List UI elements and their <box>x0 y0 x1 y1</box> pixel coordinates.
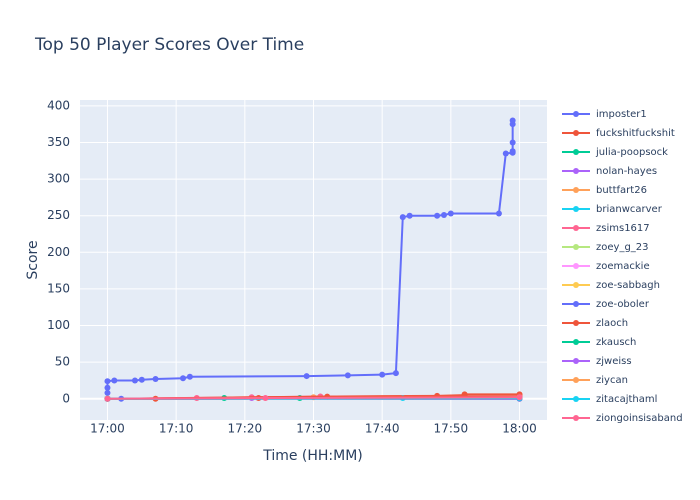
x-tick-label: 17:30 <box>296 422 331 436</box>
data-point <box>516 394 523 401</box>
data-point <box>186 373 193 380</box>
legend-marker <box>573 377 579 383</box>
legend-marker <box>573 149 579 155</box>
data-point <box>104 395 111 402</box>
grid <box>80 100 547 420</box>
data-point <box>104 389 111 396</box>
lines <box>104 117 523 402</box>
y-tick-label: 300 <box>47 172 70 186</box>
legend-label: zoey_g_23 <box>596 242 649 253</box>
legend-marker <box>573 415 579 421</box>
x-axis-label: Time (HH:MM) <box>262 448 363 464</box>
y-tick-label: 50 <box>55 355 70 369</box>
legend-marker <box>573 263 579 269</box>
data-point <box>131 377 138 384</box>
legend-label: zoemackie <box>596 261 650 272</box>
data-point <box>447 210 454 217</box>
y-tick-label: 400 <box>47 98 70 112</box>
legend-marker <box>573 358 579 364</box>
legend-marker <box>573 187 579 193</box>
legend-label: fuckshitfuckshit <box>596 128 675 139</box>
legend-label: ziycan <box>596 375 628 386</box>
x-tick-label: 17:00 <box>90 422 125 436</box>
data-point <box>138 376 145 383</box>
chart-title: Top 50 Player Scores Over Time <box>34 35 304 55</box>
legend-label: zsims1617 <box>596 223 650 234</box>
legend-marker <box>573 130 579 136</box>
x-tick-label: 17:40 <box>365 422 400 436</box>
legend-marker <box>573 168 579 174</box>
x-tick-label: 18:00 <box>502 422 537 436</box>
x-tick-label: 17:20 <box>228 422 263 436</box>
legend-marker <box>573 111 579 117</box>
data-point <box>406 212 413 219</box>
legend: imposter1 fuckshitfuckshit julia-poopsock n… <box>562 109 683 424</box>
x-tick-label: 17:50 <box>434 422 469 436</box>
y-tick-label: 0 <box>62 391 70 405</box>
legend-label: nolan-hayes <box>596 166 657 177</box>
y-tick-label: 250 <box>47 208 70 222</box>
data-point <box>509 148 516 155</box>
legend-marker <box>573 301 579 307</box>
legend-label: zoe-sabbagh <box>596 280 660 291</box>
data-point <box>509 117 516 124</box>
legend-label: brianwcarver <box>596 204 663 215</box>
y-axis-label: Score <box>25 240 41 279</box>
data-point <box>399 214 406 221</box>
legend-label: zlaoch <box>596 318 628 329</box>
legend-marker <box>573 396 579 402</box>
data-point <box>434 212 441 219</box>
legend-label: julia-poopsock <box>595 147 668 158</box>
data-point <box>104 384 111 391</box>
legend-label: zjweiss <box>596 356 632 367</box>
data-point <box>111 377 118 384</box>
legend-marker <box>573 206 579 212</box>
y-tick-label: 200 <box>47 245 70 259</box>
legend-marker <box>573 339 579 345</box>
legend-marker <box>573 225 579 231</box>
legend-label: zitacajthaml <box>596 394 657 405</box>
data-point <box>180 375 187 382</box>
data-point <box>262 395 269 402</box>
legend-marker <box>573 320 579 326</box>
legend-label: imposter1 <box>596 109 647 120</box>
legend-label: zoe-oboler <box>596 299 650 310</box>
legend-label: buttfart26 <box>596 185 647 196</box>
x-tick-label: 17:10 <box>159 422 194 436</box>
data-point <box>502 150 509 157</box>
y-tick-label: 150 <box>47 281 70 295</box>
data-point <box>152 375 159 382</box>
data-point <box>509 139 516 146</box>
legend-label: ziongoinsisaband <box>596 413 683 424</box>
data-point <box>392 370 399 377</box>
data-point <box>303 373 310 380</box>
legend-label: zkausch <box>596 337 636 348</box>
data-point <box>344 372 351 379</box>
legend-marker <box>573 282 579 288</box>
data-point <box>379 371 386 378</box>
data-point <box>440 211 447 218</box>
data-point <box>495 210 502 217</box>
y-tick-label: 350 <box>47 135 70 149</box>
y-tick-label: 100 <box>47 318 70 332</box>
legend-marker <box>573 244 579 250</box>
data-point <box>104 378 111 385</box>
